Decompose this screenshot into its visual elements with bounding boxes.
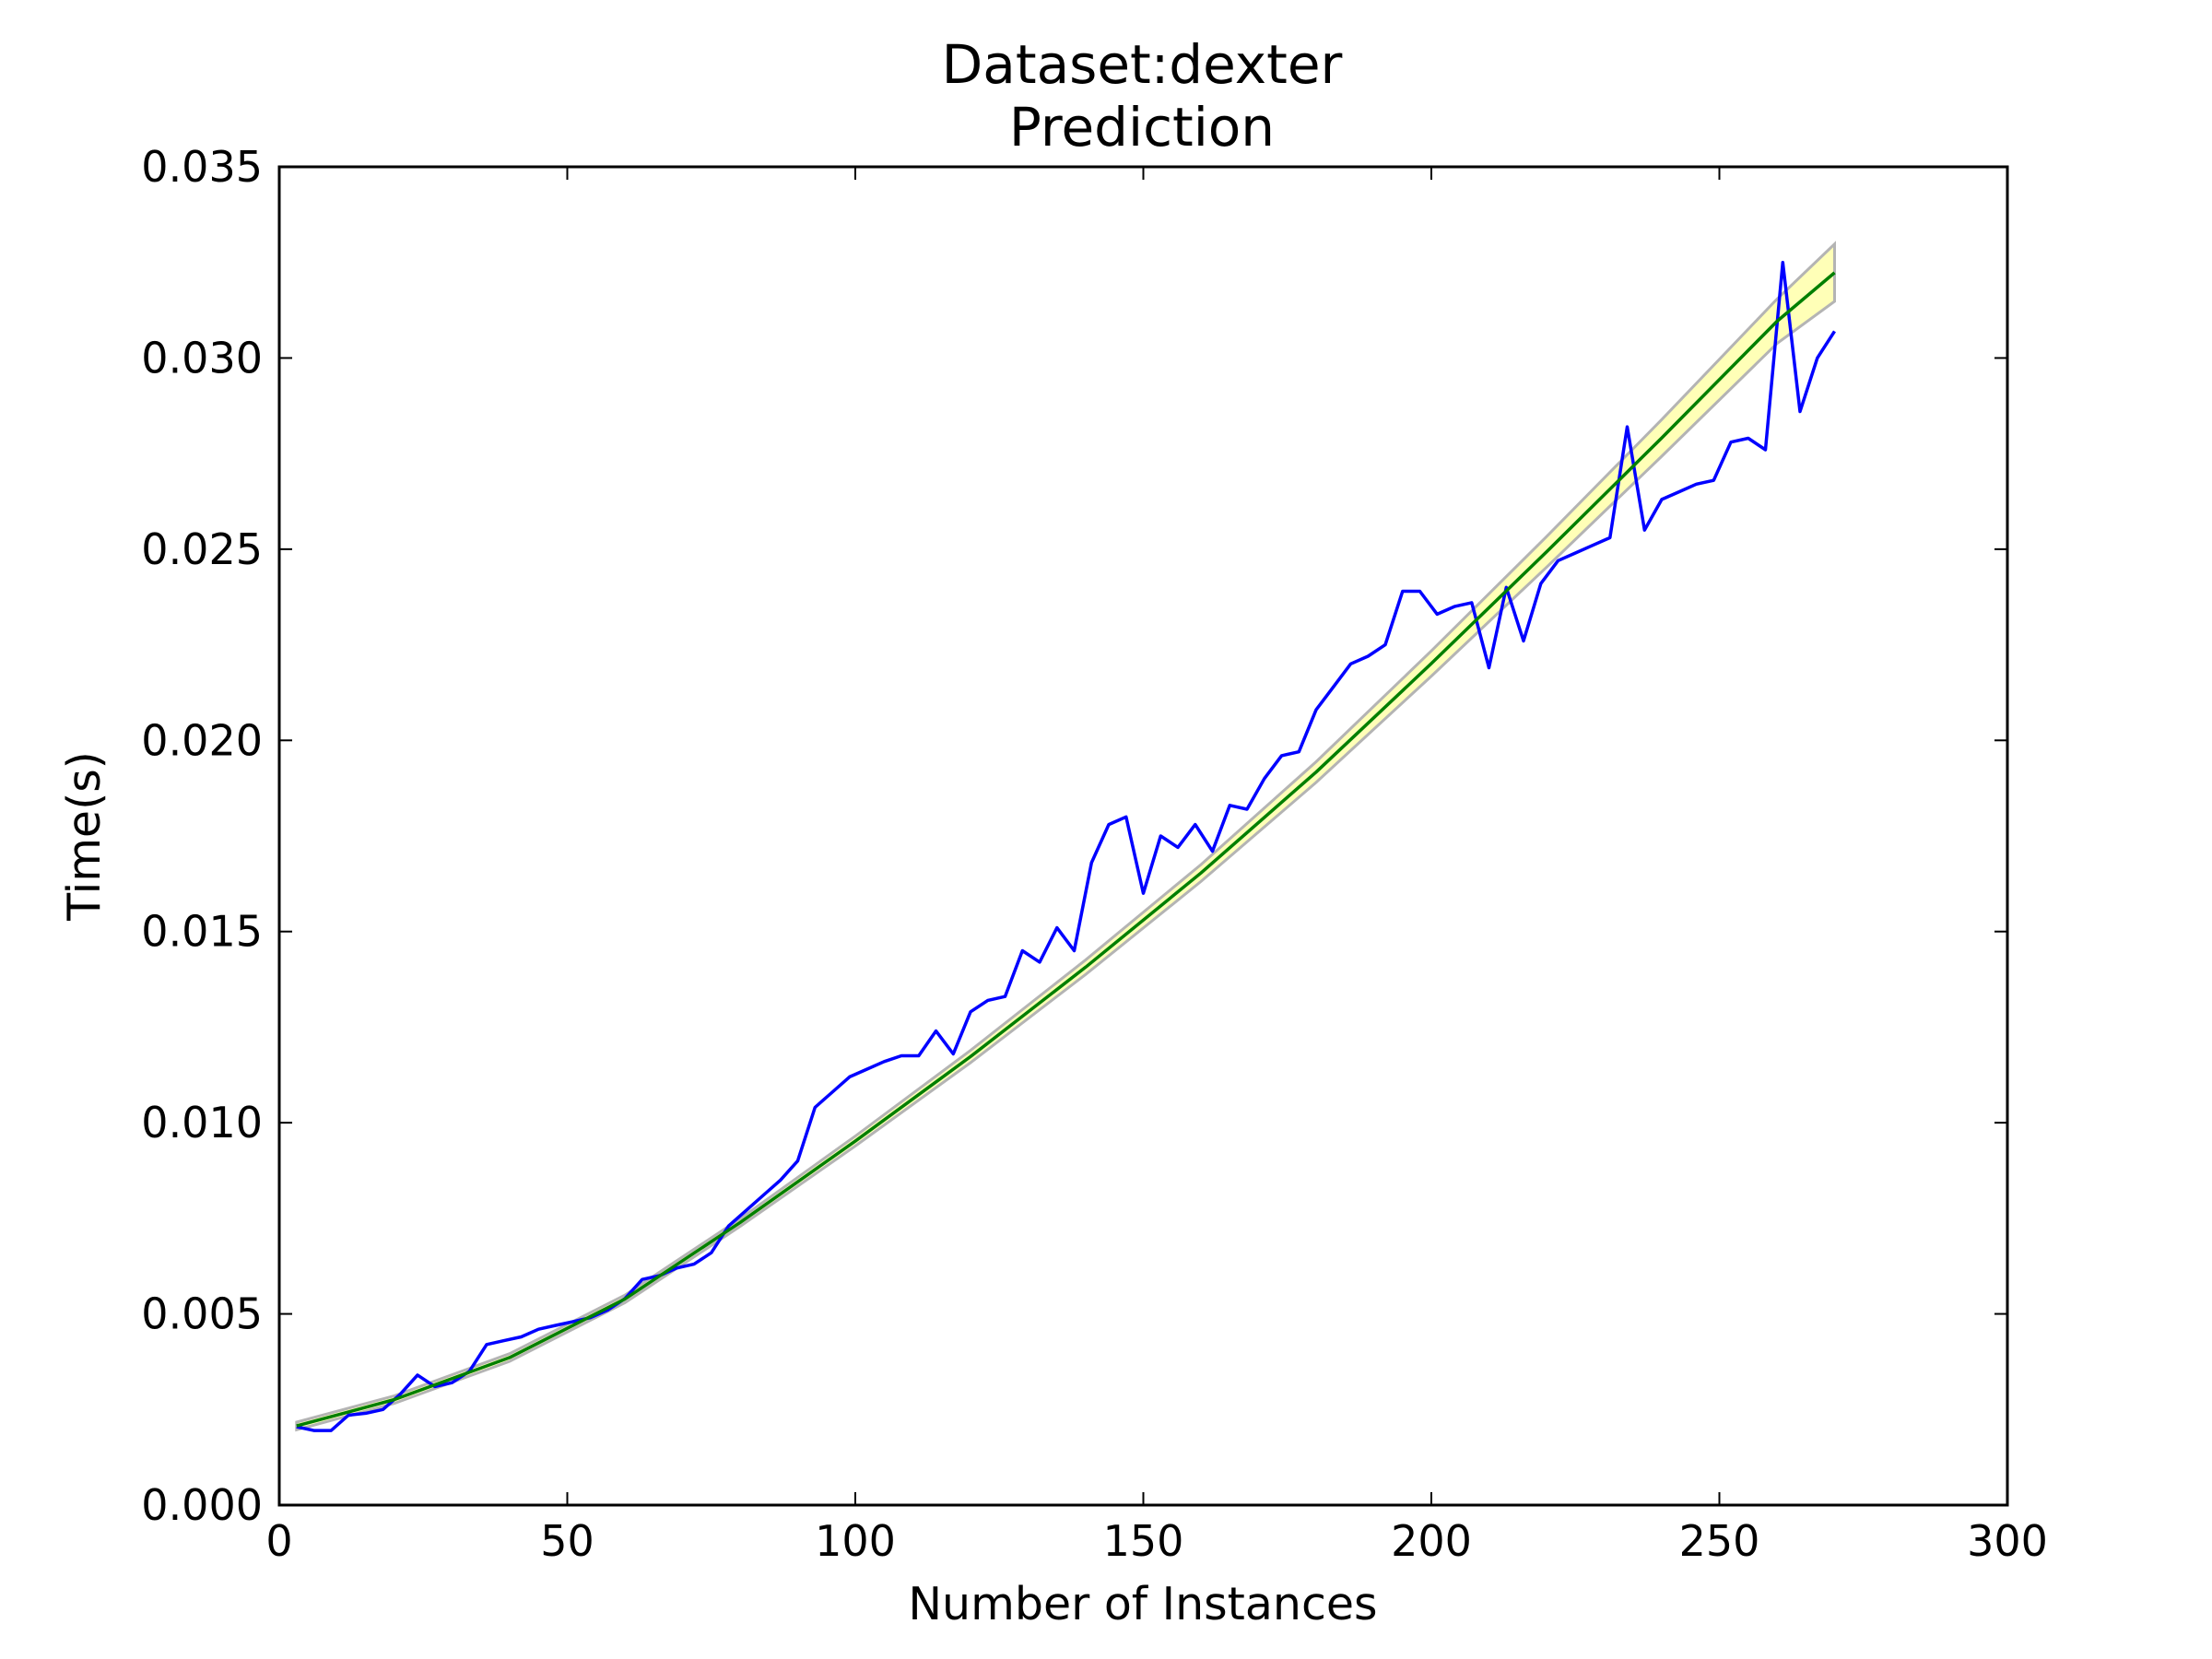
x-axis-label: Number of Instances — [908, 1578, 1377, 1630]
series-line-fit — [296, 271, 1836, 1428]
chart-title: Dataset:dexter — [942, 33, 1343, 96]
x-tick-label: 250 — [1679, 1516, 1760, 1566]
fit-confidence-band — [295, 241, 1836, 1432]
y-axis-label: Time(s) — [58, 751, 111, 922]
plot-area — [295, 241, 1836, 1432]
y-tick-label: 0.030 — [141, 333, 263, 382]
y-tick-label: 0.035 — [141, 142, 263, 192]
axes-frame — [277, 165, 2009, 1507]
y-tick-label: 0.010 — [141, 1098, 263, 1147]
y-tick-label: 0.025 — [141, 524, 263, 574]
x-tick-label: 150 — [1103, 1516, 1184, 1566]
y-tick-label: 0.020 — [141, 715, 263, 765]
x-tick-label: 100 — [815, 1516, 896, 1566]
y-tick-label: 0.000 — [141, 1480, 263, 1530]
axis-ticks: 0 50 100 150 200 250 300 0.000 0.005 0.010 0.015 0.… — [141, 142, 2048, 1566]
x-tick-label: 50 — [540, 1516, 594, 1566]
x-tick-label: 0 — [265, 1516, 292, 1566]
y-tick-label: 0.015 — [141, 907, 263, 957]
x-tick-label: 300 — [1967, 1516, 2048, 1566]
series-line-measured — [296, 260, 1836, 1432]
y-tick-label: 0.005 — [141, 1289, 263, 1339]
x-tick-label: 200 — [1391, 1516, 1472, 1566]
chart-subtitle: Prediction — [1009, 96, 1275, 159]
